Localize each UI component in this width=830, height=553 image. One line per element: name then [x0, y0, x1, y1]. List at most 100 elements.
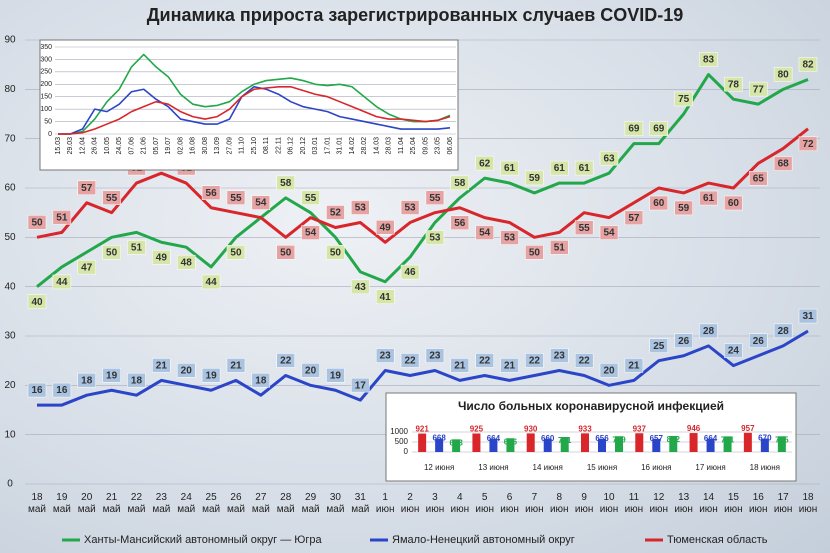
legend-label: Ханты-Мансийский автономный округ — Югра: [84, 534, 323, 546]
data-label-box: [798, 136, 818, 152]
data-label: 16: [31, 385, 43, 396]
data-label-box: [375, 220, 395, 235]
data-label: 670: [758, 434, 772, 443]
x-tick-label: 20 май: [77, 492, 96, 515]
data-label-box: [52, 210, 72, 225]
data-label: 18: [255, 375, 267, 386]
data-label-box: [773, 156, 793, 171]
data-label: 56: [206, 188, 218, 199]
data-label-box: [649, 121, 669, 136]
data-label: 31: [802, 311, 814, 322]
data-label: 57: [81, 183, 93, 194]
x-tick-label: 26.04: [92, 137, 99, 155]
y-tick-label: 250: [40, 69, 52, 76]
series-line: [37, 329, 809, 407]
x-tick-label: 19.07: [165, 137, 172, 155]
bar: [489, 438, 498, 452]
y-tick-label: 150: [40, 94, 52, 101]
bar: [581, 433, 589, 452]
data-label: 40: [31, 297, 43, 308]
y-tick-label: 70: [4, 133, 16, 144]
data-label: 58: [454, 178, 466, 189]
bar: [452, 439, 461, 452]
data-label-box: [276, 245, 295, 260]
chart-title: Динамика прироста зарегистрированных слу…: [147, 5, 684, 25]
x-tick-label: 06.06: [447, 137, 454, 155]
x-tick-label: 14.02: [349, 137, 356, 155]
x-tick-label: 06.12: [288, 137, 295, 155]
data-label-box: [699, 190, 718, 206]
bar: [689, 433, 698, 452]
data-label-box: [351, 279, 370, 295]
data-label-box: [649, 338, 669, 353]
y-tick-label: 60: [4, 183, 16, 194]
data-label: 22: [579, 356, 591, 367]
bar: [506, 438, 515, 452]
x-tick-label: 14 июн: [699, 492, 718, 515]
bar: [615, 436, 623, 452]
bar: [418, 433, 427, 452]
data-label-box: [351, 200, 370, 215]
data-label: 75: [678, 94, 690, 105]
x-tick-label: 07.06: [128, 137, 135, 155]
data-label-box: [624, 121, 644, 136]
y-tick-label: 100: [40, 106, 52, 113]
data-label: 50: [31, 217, 43, 228]
data-label: 82: [802, 60, 814, 71]
data-label: 22: [529, 356, 541, 367]
x-tick-label: 03.01: [312, 137, 319, 155]
data-label-box: [500, 230, 519, 245]
data-label-box: [674, 91, 693, 107]
data-label: 785: [775, 435, 789, 444]
data-label: 61: [579, 163, 591, 174]
data-label-box: [127, 240, 146, 255]
data-label-box: [525, 353, 544, 368]
data-label: 49: [156, 252, 168, 263]
data-label: 58: [280, 178, 292, 189]
data-label: 656: [595, 434, 609, 443]
y-tick-label: 1000: [390, 427, 408, 436]
data-label-box: [475, 155, 494, 171]
x-tick-label: 7 июн: [525, 492, 544, 515]
x-tick-label: 20.12: [300, 137, 307, 155]
data-label-box: [226, 190, 246, 205]
x-tick-label: 14 июня: [533, 463, 563, 472]
data-label-box: [77, 372, 96, 388]
data-label: 26: [753, 336, 765, 347]
data-label: 56: [454, 218, 466, 229]
data-label: 51: [554, 243, 566, 254]
x-tick-label: 15.03: [55, 137, 62, 155]
data-label: 72: [802, 139, 814, 150]
y-tick-label: 40: [4, 281, 16, 292]
x-tick-label: 31.01: [337, 137, 344, 155]
data-label: 19: [206, 370, 218, 381]
x-tick-label: 12.04: [79, 137, 86, 155]
x-tick-label: 8 июн: [549, 492, 569, 515]
data-label: 54: [479, 228, 491, 239]
data-label-box: [375, 348, 395, 363]
x-tick-label: 21.06: [141, 137, 148, 155]
data-label-box: [798, 308, 818, 324]
data-label: 925: [470, 425, 484, 434]
x-tick-label: 11.10: [239, 137, 246, 154]
series-line: [36, 127, 809, 244]
data-label: 55: [579, 223, 591, 234]
data-label-box: [152, 358, 171, 373]
data-label-box: [574, 160, 594, 176]
data-label: 57: [628, 213, 640, 224]
data-label-box: [525, 170, 544, 186]
data-label-box: [326, 205, 345, 220]
data-label: 664: [704, 434, 718, 443]
data-label-box: [773, 67, 793, 82]
data-label: 55: [429, 193, 441, 204]
data-label-box: [450, 358, 470, 373]
data-label-box: [674, 200, 693, 216]
x-tick-label: 22 май: [127, 492, 146, 515]
x-tick-label: 16 июня: [641, 463, 671, 472]
data-label-box: [375, 289, 395, 304]
data-label-box: [475, 225, 494, 240]
data-label-box: [550, 240, 569, 255]
x-tick-label: 28 май: [276, 492, 295, 515]
data-label: 26: [678, 336, 690, 347]
